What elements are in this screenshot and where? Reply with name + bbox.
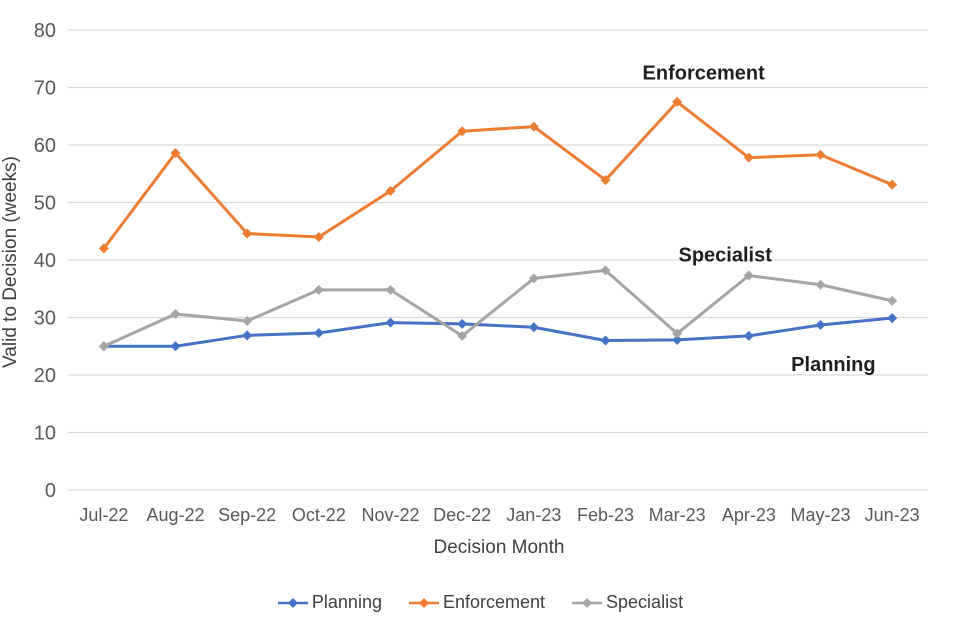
series-marker-enforcement — [98, 243, 109, 254]
x-tick-label: Aug-22 — [146, 505, 204, 525]
x-tick-label: Sep-22 — [218, 505, 276, 525]
series-marker-planning — [528, 322, 539, 333]
series-marker-planning — [385, 317, 396, 328]
y-tick-label: 50 — [34, 193, 56, 215]
legend-label: Specialist — [606, 592, 684, 612]
y-axis-tick-labels: 0 10 20 30 40 50 60 70 80 — [34, 20, 56, 502]
x-tick-label: Feb-23 — [577, 505, 634, 525]
series-marker-specialist — [672, 328, 683, 339]
gridlines — [68, 29, 928, 491]
series-marker-specialist — [170, 309, 181, 320]
series-marker-enforcement — [242, 228, 253, 239]
series-marker-enforcement — [170, 148, 181, 159]
specialist-legend-marker-icon — [572, 597, 603, 608]
series-marker-planning — [242, 330, 253, 341]
series-marker-enforcement — [887, 179, 898, 190]
series-marker-specialist — [528, 273, 539, 284]
y-tick-label: 80 — [34, 20, 56, 42]
x-tick-label: Jun-23 — [865, 505, 920, 525]
series-marker-specialist — [887, 295, 898, 306]
y-axis-title: Valid to Decision (weeks) — [0, 156, 21, 368]
data-series — [98, 96, 898, 352]
y-tick-label: 20 — [34, 365, 56, 387]
series-marker-specialist — [600, 265, 611, 276]
x-tick-label: Mar-23 — [649, 505, 706, 525]
x-tick-label: Nov-22 — [361, 505, 419, 525]
series-marker-specialist — [457, 330, 468, 341]
series-marker-planning — [170, 341, 181, 352]
series-marker-planning — [815, 319, 826, 330]
series-marker-enforcement — [600, 175, 611, 186]
series-marker-specialist — [385, 284, 396, 295]
y-tick-label: 70 — [34, 78, 56, 100]
series-marker-specialist — [98, 341, 109, 352]
series-marker-enforcement — [815, 149, 826, 160]
series-marker-specialist — [743, 270, 754, 281]
line-chart-canvas: 0 10 20 30 40 50 60 70 80 Jul-22 Aug-22 Sep-22 Oct-… — [0, 20, 928, 558]
x-tick-label: Dec-22 — [433, 505, 491, 525]
x-axis-tick-labels: Jul-22 Aug-22 Sep-22 Oct-22 Nov-22 Dec-22 Jan-… — [79, 505, 919, 525]
series-marker-enforcement — [528, 121, 539, 132]
planning-legend-marker-icon — [277, 597, 308, 608]
series-marker-planning — [672, 334, 683, 345]
series-marker-enforcement — [385, 186, 396, 196]
series-marker-planning — [743, 330, 754, 341]
y-tick-label: 40 — [34, 250, 56, 272]
series-marker-planning — [457, 318, 468, 329]
annotation-label-specialist: Specialist — [678, 244, 772, 266]
series-annotations: Enforcement Specialist Planning — [643, 63, 876, 377]
series-marker-planning — [313, 328, 324, 339]
y-tick-label: 10 — [34, 423, 56, 445]
series-line-enforcement — [102, 100, 894, 250]
series-marker-enforcement — [672, 96, 683, 107]
x-tick-label: Apr-23 — [722, 505, 776, 525]
enforcement-legend-marker-icon — [408, 597, 439, 608]
series-marker-specialist — [313, 284, 324, 295]
x-tick-label: Jul-22 — [79, 505, 128, 525]
chart-legend: Planning Enforcement Specialist — [0, 592, 960, 613]
series-marker-specialist — [242, 315, 253, 326]
series-marker-enforcement — [743, 152, 754, 163]
annotation-label-enforcement: Enforcement — [643, 63, 766, 85]
legend-item-enforcement: Enforcement — [408, 592, 545, 613]
legend-item-planning: Planning — [277, 592, 382, 613]
series-marker-specialist — [815, 279, 826, 290]
series-marker-enforcement — [457, 126, 468, 137]
y-tick-label: 0 — [45, 480, 56, 502]
series-line-planning — [102, 316, 894, 348]
series-marker-planning — [887, 313, 898, 324]
legend-label: Enforcement — [442, 592, 546, 612]
y-tick-label: 30 — [34, 308, 56, 330]
series-marker-enforcement — [313, 232, 324, 242]
x-tick-label: Jan-23 — [506, 505, 561, 525]
annotation-label-planning: Planning — [791, 354, 875, 376]
y-tick-label: 60 — [34, 135, 56, 157]
series-marker-planning — [600, 335, 611, 346]
series-line-specialist — [102, 268, 894, 348]
x-tick-label: May-23 — [790, 505, 850, 525]
x-tick-label: Oct-22 — [292, 505, 346, 525]
legend-label: Planning — [311, 592, 382, 612]
legend-item-specialist: Specialist — [571, 592, 683, 613]
x-axis-title: Decision Month — [434, 537, 565, 558]
